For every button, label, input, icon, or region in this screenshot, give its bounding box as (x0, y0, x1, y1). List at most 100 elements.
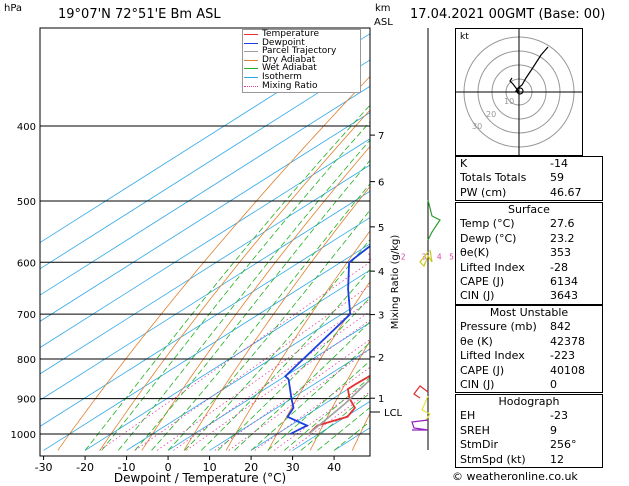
pressure-tick-label: 900 (17, 395, 36, 406)
mixing-ratio-axis-label: Mixing Ratio (g/kg) (390, 235, 401, 330)
hodograph-plot: kt 10 20 30 (456, 29, 582, 155)
wet-adiabat-line (84, 104, 370, 451)
legend-label: Wet Adiabat (262, 63, 317, 74)
x-tick-label: 0 (165, 461, 172, 474)
isotherm-line (167, 322, 370, 451)
surface-value: 3643 (550, 289, 578, 303)
plot-frame (39, 27, 371, 457)
surface-value: 6134 (550, 274, 578, 288)
surface-key: Dewp (°C) (460, 231, 517, 245)
pressure-tick-label: 500 (17, 197, 36, 208)
wet-adiabat-line (217, 296, 370, 451)
km-tick-label: 4 (378, 267, 384, 278)
isobars (40, 125, 370, 435)
dry-adiabat-line (99, 109, 370, 451)
isotherm-line (40, 138, 370, 349)
x-tick-label: 20 (244, 461, 258, 474)
legend-item: Mixing Ratio (244, 80, 359, 91)
index-key: PW (cm) (460, 185, 507, 199)
index-row-k: K -14 (456, 157, 602, 171)
legend-item: Dewpoint (244, 38, 359, 48)
isotherm-line (40, 217, 370, 427)
surface-key: CAPE (J) (460, 274, 505, 288)
hodograph-trace (515, 46, 549, 93)
most-unstable-row: CIN (J) 0 (456, 378, 602, 392)
most-unstable-value: -223 (550, 349, 575, 363)
indices-box: K -14 Totals Totals 59 PW (cm) 46.67 (455, 156, 603, 202)
legend-swatch (244, 68, 258, 70)
km-tick-label: 2 (378, 353, 384, 364)
wet-adiabat-line (184, 238, 370, 451)
legend-swatch (244, 77, 258, 78)
surface-title: Surface (508, 203, 550, 216)
legend-label: Parcel Trajectory (262, 46, 337, 57)
x-tick-label: -10 (118, 461, 136, 474)
legend-item: Parcel Trajectory (244, 47, 359, 56)
x-tick-label: -20 (76, 461, 94, 474)
hodograph-stats-value: 256° (550, 438, 577, 452)
dry-adiabat-line (605, 29, 629, 450)
pressure-tick-label: 700 (17, 310, 36, 321)
lcl-label: LCL (384, 408, 403, 419)
hodograph-kt-label: kt (460, 32, 469, 42)
wet-adiabat-line (267, 360, 370, 451)
mixing-ratio-label: 5 (449, 252, 454, 261)
surface-value: 27.6 (550, 217, 575, 231)
hodograph-stats-value: 12 (550, 452, 564, 466)
surface-value: 353 (550, 246, 571, 260)
parcel-trajectory-profile (307, 378, 370, 435)
hodograph-stats-key: StmSpd (kt) (460, 452, 526, 466)
hodograph-stats-box: Hodograph EH -23 SREH 9 StmDir 256° StmSpd … (455, 394, 603, 468)
legend-item: Wet Adiabat (244, 64, 359, 73)
most-unstable-key: θe (K) (460, 334, 493, 348)
hodograph-stats-value: -23 (550, 409, 568, 423)
most-unstable-key: Lifted Index (460, 349, 525, 363)
most-unstable-key: Pressure (mb) (460, 320, 537, 334)
legend-swatch (244, 42, 258, 44)
km-tick-label: 6 (378, 178, 384, 189)
x-axis-title: Dewpoint / Temperature (°C) (114, 471, 286, 485)
wet-adiabat-line (151, 183, 370, 451)
wet-adiabat-line (101, 121, 370, 451)
credit-label[interactable]: © weatheronline.co.uk (452, 470, 578, 483)
legend-label: Isotherm (262, 72, 302, 82)
hodograph-stats-row: EH -23 (456, 409, 602, 423)
x-tick-label: 10 (203, 461, 217, 474)
hodograph-panel: kt 10 20 30 (455, 28, 583, 156)
isotherm-line (43, 243, 370, 451)
legend-label: Mixing Ratio (262, 80, 318, 91)
mixing-ratio-line (99, 261, 370, 451)
most-unstable-title: Most Unstable (489, 306, 569, 319)
index-value: -14 (550, 157, 568, 170)
dry-adiabat-line (183, 185, 370, 451)
hodograph-stats-value: 9 (550, 423, 557, 437)
surface-row: Lifted Index -28 (456, 261, 602, 275)
isotherm-line (84, 269, 370, 451)
wind-barbs (411, 28, 441, 450)
dewpoint-profile (284, 245, 370, 435)
legend-item: Temperature (244, 30, 359, 39)
surface-key: Temp (°C) (460, 217, 515, 231)
wet-adiabat-line (300, 392, 370, 451)
wet-adiabat-line (284, 377, 370, 451)
most-unstable-value: 40108 (550, 363, 585, 377)
mixing-ratio-label: 4 (437, 252, 442, 261)
isotherm-line (209, 348, 370, 451)
surface-row: Dewp (°C) 23.2 (456, 232, 602, 246)
background-lines (40, 29, 629, 451)
most-unstable-key: CAPE (J) (460, 363, 505, 377)
index-value: 59 (550, 171, 564, 185)
mixing-ratio-line (289, 391, 370, 451)
hodograph-stats-key: StmDir (460, 438, 499, 452)
mixing-ratio-line (228, 348, 370, 451)
pressure-tick-label: 800 (17, 355, 36, 366)
wet-adiabat-line (134, 159, 370, 451)
pressure-tick-label: 1000 (11, 430, 36, 441)
most-unstable-value: 842 (550, 320, 571, 334)
pressure-tick-label: 400 (17, 122, 36, 133)
surface-key: Lifted Index (460, 260, 525, 274)
index-key: K (460, 157, 468, 170)
hodograph-stats-key: EH (460, 409, 476, 423)
surface-value: 23.2 (550, 231, 575, 245)
